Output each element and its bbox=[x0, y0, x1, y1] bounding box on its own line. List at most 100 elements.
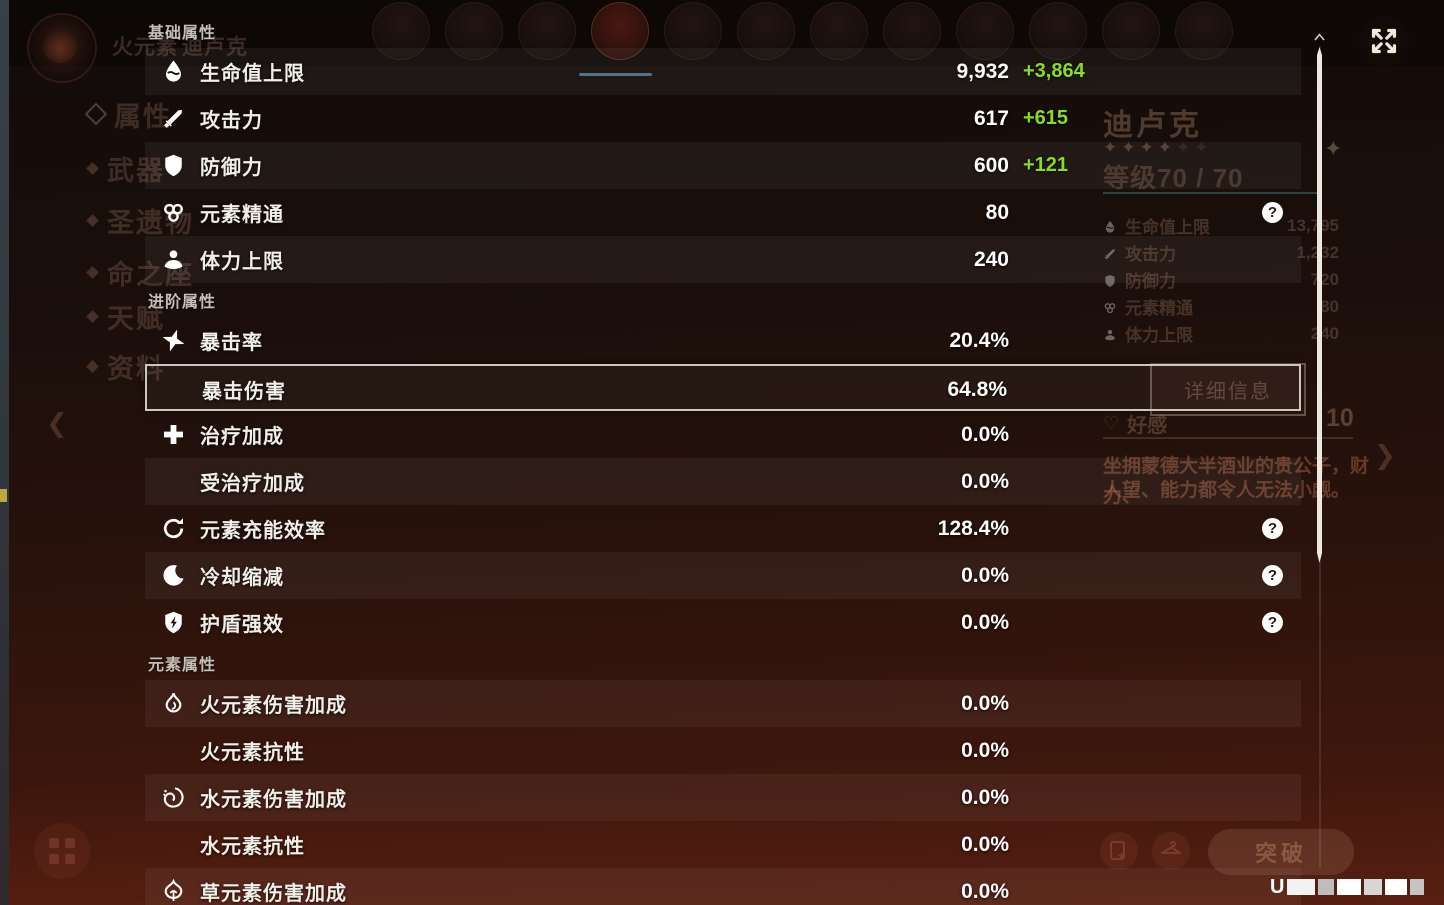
friendship-value: 10 bbox=[1326, 404, 1354, 432]
stat-row[interactable]: 生命值上限 9,932 +3,864 bbox=[145, 48, 1301, 95]
uid-censor-block bbox=[1287, 879, 1316, 895]
uid-censor-block bbox=[1364, 879, 1383, 895]
bottom-glow bbox=[0, 785, 1444, 905]
diamond-bullet-icon bbox=[86, 309, 99, 323]
avatar bbox=[372, 2, 430, 60]
stat-value: 617 bbox=[973, 106, 1009, 130]
stat-label: 水元素伤害加成 bbox=[200, 789, 347, 811]
stat-row[interactable]: 防御力 600 +121 bbox=[145, 142, 1301, 189]
selected-avatar-underline bbox=[579, 73, 652, 76]
party-setup-button bbox=[34, 823, 90, 879]
diamond-bullet-icon bbox=[86, 161, 99, 175]
details-button: 详细信息 bbox=[1150, 363, 1306, 416]
bg-stat-value: 13,795 bbox=[1287, 215, 1339, 235]
avatar bbox=[1029, 2, 1087, 60]
bg-menu-label: 天赋 bbox=[107, 303, 165, 334]
close-button[interactable] bbox=[1358, 15, 1410, 67]
stat-label: 护盾强效 bbox=[200, 614, 284, 636]
stat-row[interactable]: 体力上限 240 bbox=[145, 236, 1301, 283]
diamond-bullet-icon bbox=[86, 265, 99, 279]
stars-bright: ✦✦✦✦ bbox=[1103, 138, 1176, 157]
stat-value: 0.0% bbox=[961, 422, 1009, 446]
stat-row[interactable]: 元素精通 80? bbox=[145, 189, 1301, 236]
bg-stat-value: 80 bbox=[1320, 296, 1339, 316]
uid-censor-block bbox=[1410, 879, 1425, 895]
section-title: 进阶属性 bbox=[148, 294, 217, 311]
healing-bonus-icon bbox=[161, 422, 186, 447]
scrollbar-up-caret-icon bbox=[1314, 33, 1325, 41]
stat-value: 0.0% bbox=[961, 738, 1009, 762]
shield-strength-icon bbox=[161, 610, 186, 635]
bg-element-label: 火元素 bbox=[112, 36, 178, 59]
avatar bbox=[883, 2, 941, 60]
bg-stat-value: 240 bbox=[1310, 323, 1339, 343]
bg-menu-label: 资料 bbox=[107, 353, 165, 384]
stat-label: 防御力 bbox=[200, 157, 263, 179]
stat-label: 受治疗加成 bbox=[200, 473, 305, 495]
stat-row[interactable]: 元素充能效率 128.4%? bbox=[145, 505, 1301, 552]
outfit-button bbox=[1152, 832, 1190, 870]
hanger-icon bbox=[1161, 841, 1181, 854]
stat-value: 0.0% bbox=[961, 610, 1009, 634]
hp-icon bbox=[1103, 219, 1117, 233]
stat-row[interactable]: 火元素抗性 0.0% bbox=[145, 727, 1301, 774]
diamond-bullet-icon bbox=[86, 213, 99, 227]
stat-row[interactable]: 受治疗加成 0.0% bbox=[145, 458, 1301, 505]
bg-stat-label: 体力上限 bbox=[1125, 326, 1193, 345]
help-icon[interactable]: ? bbox=[1262, 202, 1283, 223]
bg-stat-label: 生命值上限 bbox=[1125, 218, 1210, 237]
attributes-overlay: 基础属性 生命值上限 9,932 +3,864 攻击力 617 +615 防御力 600 +121… bbox=[145, 14, 1301, 905]
stat-row[interactable]: 暴击率 20.4% bbox=[145, 317, 1301, 364]
heart-icon: ♡ bbox=[1103, 413, 1120, 433]
stat-value: 0.0% bbox=[961, 691, 1009, 715]
stat-row[interactable]: 暴击伤害 64.8% bbox=[145, 364, 1301, 411]
stat-value: 64.8% bbox=[947, 377, 1007, 401]
help-icon[interactable]: ? bbox=[1262, 565, 1283, 586]
stat-label: 火元素抗性 bbox=[200, 742, 305, 764]
stamina-icon bbox=[161, 247, 186, 272]
uid-text: U bbox=[1270, 876, 1425, 898]
stamina-icon bbox=[1103, 327, 1117, 341]
scrollbar-thumb[interactable] bbox=[1317, 47, 1322, 563]
atk-icon bbox=[1103, 246, 1117, 260]
stat-row[interactable]: 草元素伤害加成 0.0% bbox=[145, 868, 1301, 905]
avatar bbox=[810, 2, 868, 60]
friendship-label: ♡ 好感 bbox=[1103, 409, 1167, 438]
bg-description-line2: 人望、能力都令人无法小觑。 bbox=[1103, 480, 1351, 501]
avatar bbox=[956, 2, 1014, 60]
stat-bonus: +121 bbox=[1023, 154, 1069, 176]
energy-recharge-icon bbox=[161, 516, 186, 541]
grid-icon bbox=[65, 838, 75, 848]
sparkle-icon: ✦ bbox=[1324, 136, 1343, 161]
stat-row[interactable]: 水元素抗性 0.0% bbox=[145, 821, 1301, 868]
section-title: 元素属性 bbox=[148, 657, 217, 674]
diamond-bullet-icon bbox=[86, 359, 99, 373]
stat-value: 9,932 bbox=[956, 59, 1009, 83]
avatar-selected bbox=[591, 2, 649, 60]
stat-row[interactable]: 攻击力 617 +615 bbox=[145, 95, 1301, 142]
help-icon[interactable]: ? bbox=[1262, 612, 1283, 633]
help-icon[interactable]: ? bbox=[1262, 518, 1283, 539]
stat-value: 20.4% bbox=[949, 328, 1009, 352]
stat-row[interactable]: 护盾强效 0.0%? bbox=[145, 599, 1301, 646]
stat-row[interactable]: 水元素伤害加成 0.0% bbox=[145, 774, 1301, 821]
stars-dim: ✦✦ bbox=[1175, 138, 1213, 157]
avatar bbox=[1102, 2, 1160, 60]
stat-value: 600 bbox=[973, 153, 1009, 177]
stat-value: 240 bbox=[973, 247, 1009, 271]
stat-row[interactable]: 治疗加成 0.0% bbox=[145, 411, 1301, 458]
stat-label: 攻击力 bbox=[200, 110, 263, 132]
stat-row[interactable]: 火元素伤害加成 0.0% bbox=[145, 680, 1301, 727]
stat-row[interactable]: 冷却缩减 0.0%? bbox=[145, 552, 1301, 599]
bg-menu-label: 武器 bbox=[107, 155, 165, 186]
grid-icon bbox=[49, 854, 59, 864]
bg-stat-row: 元素精通 80 bbox=[1103, 293, 1343, 320]
bg-stat-label: 攻击力 bbox=[1125, 245, 1176, 264]
bg-menu-item: 资料 bbox=[86, 350, 165, 384]
prev-character-arrow-icon: ❮ bbox=[46, 408, 68, 438]
stat-label: 水元素抗性 bbox=[200, 836, 305, 858]
grid-icon bbox=[49, 838, 59, 848]
bg-menu-label: 属性 bbox=[114, 101, 172, 132]
bg-menu-item: 武器 bbox=[86, 152, 165, 186]
bg-stat-value: 720 bbox=[1310, 269, 1339, 289]
